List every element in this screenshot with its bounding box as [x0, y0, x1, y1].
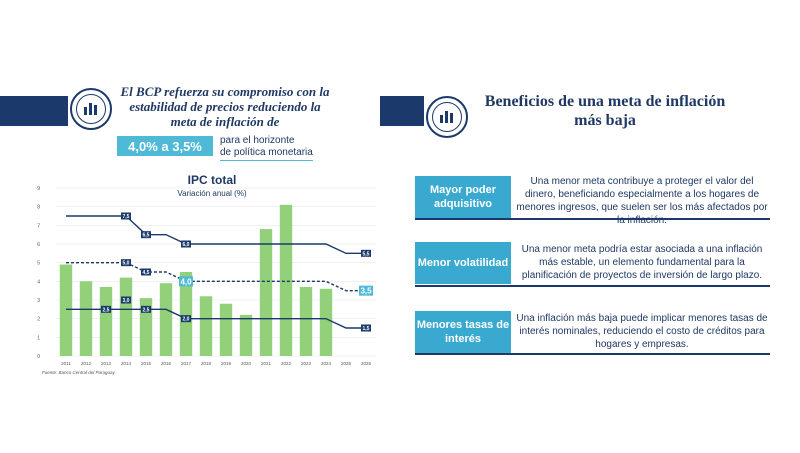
band-label: 1,5: [363, 326, 370, 332]
band-label-bg: [121, 212, 131, 220]
benefit-text-interest-rates: Una inflación más baja puede implicar me…: [516, 313, 768, 350]
band-label-bg: [101, 305, 111, 313]
x-tick-label: 2021: [261, 361, 272, 366]
bar-2018: [199, 296, 213, 356]
y-tick-label: 6: [37, 242, 40, 248]
pill-note: para el horizonte de política monetaria: [220, 135, 313, 161]
band-label: 6,5: [143, 233, 150, 239]
benefit-divider: [415, 285, 770, 287]
bar-2013: [99, 286, 113, 356]
benefit-divider: [415, 218, 770, 220]
benefit-label-interest-rates: Menores tasas de interés: [415, 311, 511, 353]
band-line-upper: [66, 215, 366, 255]
band-label: 2,0: [183, 317, 190, 323]
bar-2021: [259, 229, 273, 356]
band-label: 2,5: [143, 307, 150, 313]
bar-2012: [79, 281, 93, 356]
bar-2020: [239, 314, 253, 356]
y-tick-label: 9: [37, 186, 40, 192]
y-tick-label: 7: [37, 223, 40, 229]
x-tick-label: 2026: [361, 361, 372, 366]
x-tick-label: 2015: [141, 361, 152, 366]
x-tick-label: 2022: [281, 361, 292, 366]
band-label-bg: [121, 259, 131, 267]
bcp-seal-icon: [70, 88, 112, 130]
band-label: 6,0: [183, 242, 190, 248]
y-tick-label: 0: [37, 354, 40, 360]
x-tick-label: 2020: [241, 361, 252, 366]
bar-2014: [119, 277, 133, 356]
x-tick-label: 2011: [61, 361, 71, 366]
bar-2023: [299, 286, 313, 356]
benefit-text-volatility: Una menor meta podría estar asociada a u…: [521, 244, 763, 281]
x-tick-label: 2023: [301, 361, 312, 366]
x-tick-label: 2012: [81, 361, 92, 366]
right-slide-title: Beneficios de una meta de inflación más …: [484, 93, 726, 129]
bar-2017: [179, 272, 193, 356]
left-header-bar: [0, 96, 68, 126]
bar-2022: [279, 204, 293, 356]
x-tick-label: 2013: [101, 361, 112, 366]
band-label-bg: [361, 249, 371, 257]
band-label-bg: [121, 296, 131, 304]
x-tick-label: 2025: [341, 361, 352, 366]
ipc-chart: IPC total Variación anual (%) 7,5 6,5 6,0 5…: [37, 173, 376, 375]
band-label: 7,5: [123, 214, 130, 220]
chart-title: IPC total: [188, 173, 237, 187]
x-tick-label: 2016: [161, 361, 172, 366]
band-label: 3,5: [360, 287, 372, 296]
band-label-bg: [181, 315, 191, 323]
bar-2024: [319, 288, 333, 356]
x-tick-label: 2018: [201, 361, 212, 366]
bar-2019: [219, 303, 233, 356]
band-label-bg: [141, 231, 151, 239]
band-label-bg: [181, 240, 191, 248]
band-label-bg: [179, 276, 193, 287]
x-tick-label: 2014: [121, 361, 132, 366]
y-tick-label: 4: [37, 279, 40, 285]
y-tick-label: 8: [37, 205, 40, 211]
left-slide-title: El BCP refuerza su compromiso con la est…: [120, 84, 330, 129]
band-label-bg: [359, 285, 373, 296]
bar-2011: [59, 264, 73, 356]
band-label: 5,0: [123, 261, 130, 267]
band-line-target: [66, 261, 366, 292]
band-label-bg: [141, 305, 151, 313]
band-label: 4,5: [143, 270, 150, 276]
band-line-lower: [66, 308, 366, 329]
y-tick-label: 2: [37, 317, 40, 323]
benefit-text-purchasing-power: Una menor meta contribuye a proteger el …: [516, 176, 768, 226]
band-label: 2,5: [103, 307, 110, 313]
band-label: 3,0: [123, 298, 130, 304]
band-label-bg: [141, 268, 151, 276]
band-label-bg: [361, 324, 371, 332]
chart-subtitle: Variación anual (%): [177, 189, 247, 198]
y-tick-label: 3: [37, 298, 40, 304]
right-header-bar: [380, 96, 424, 126]
benefit-divider: [415, 353, 770, 355]
benefit-label-volatility: Menor volatilidad: [415, 242, 511, 284]
bar-2016: [159, 283, 173, 356]
chart-source: Fuente: Banco Central del Paraguay.: [42, 370, 116, 375]
x-tick-label: 2024: [321, 361, 332, 366]
x-tick-label: 2019: [221, 361, 232, 366]
y-tick-label: 5: [37, 261, 40, 267]
y-tick-label: 1: [37, 335, 40, 341]
band-label: 5,5: [363, 251, 370, 257]
target-change-pill: 4,0% a 3,5%: [117, 136, 213, 156]
benefit-label-purchasing-power: Mayor poder adquisitivo: [415, 176, 511, 218]
bcp-seal-icon: [426, 96, 468, 138]
x-tick-label: 2017: [181, 361, 192, 366]
band-label: 4,0: [180, 277, 192, 286]
